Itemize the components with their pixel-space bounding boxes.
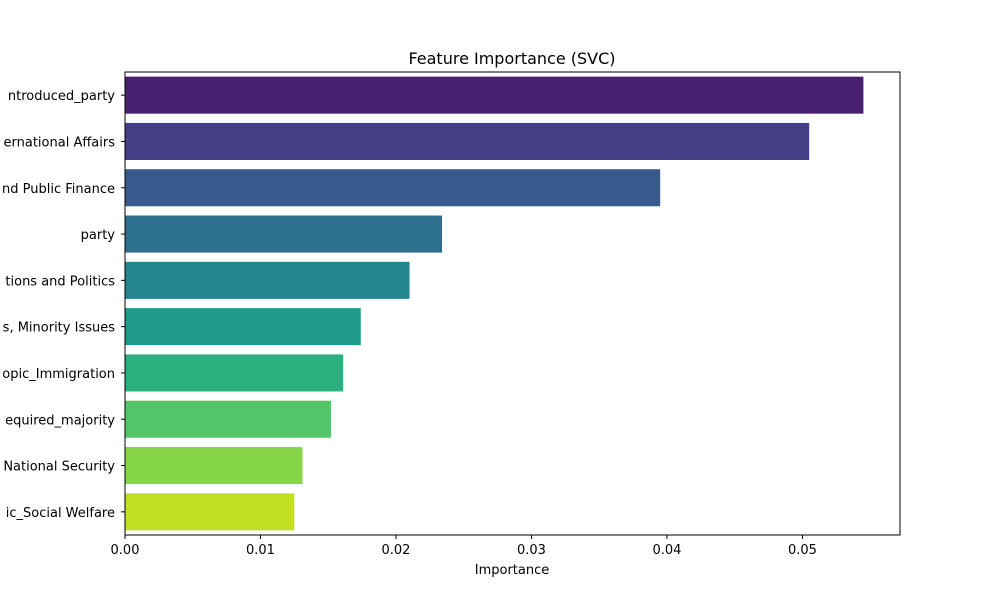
- bar: [125, 76, 864, 114]
- y-tick-label: opic_Immigration: [2, 367, 115, 382]
- bar: [125, 169, 661, 207]
- y-tick-label: s, Minority Issues: [3, 321, 116, 336]
- y-tick-label: ic_Social Welfare: [6, 506, 115, 521]
- plot-frame: [124, 71, 901, 536]
- x-tick-label: 0.02: [382, 543, 411, 558]
- x-axis-label: Importance: [475, 563, 550, 578]
- x-ticks: 0.00 0.01 0.02 0.03 0.04 0.05: [111, 535, 817, 558]
- y-tick-label: ntroduced_party: [8, 89, 115, 104]
- x-tick-label: 0.04: [652, 543, 681, 558]
- bar: [125, 308, 361, 346]
- y-tick-label: equired_majority: [5, 413, 115, 428]
- y-tick-labels: ntroduced_party ernational Affairs nd Publ…: [2, 89, 125, 521]
- y-tick-label: nd Public Finance: [2, 182, 115, 197]
- y-tick-label: tions and Politics: [5, 274, 115, 289]
- bar: [125, 447, 303, 485]
- x-tick-label: 0.03: [517, 543, 546, 558]
- bar: [125, 354, 344, 392]
- bar: [125, 400, 331, 438]
- x-tick-label: 0.01: [246, 543, 275, 558]
- y-tick-label: ernational Affairs: [4, 135, 116, 150]
- chart-title: Feature Importance (SVC): [408, 49, 615, 68]
- y-tick-label: National Security: [3, 460, 115, 475]
- x-tick-label: 0.05: [788, 543, 817, 558]
- bar: [125, 493, 295, 531]
- bar: [125, 122, 810, 160]
- y-tick-label: party: [81, 228, 116, 243]
- x-tick-label: 0.00: [111, 543, 140, 558]
- bar: [125, 215, 443, 253]
- bar: [125, 261, 410, 299]
- bars-layer: [125, 76, 864, 531]
